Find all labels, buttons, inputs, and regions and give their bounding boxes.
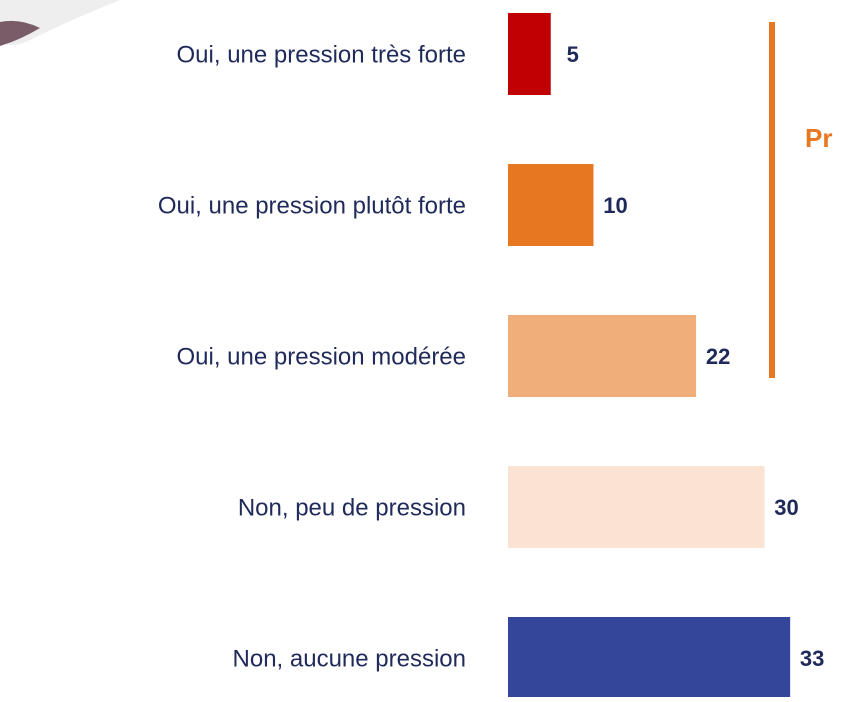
decoration-swoosh — [0, 20, 40, 46]
bar — [508, 617, 791, 699]
value-label: 33 — [800, 646, 824, 671]
value-label: 5 — [567, 42, 579, 67]
category-label: Non, aucune pression — [233, 645, 466, 672]
category-label: Oui, une pression plutôt forte — [158, 192, 466, 219]
bar — [508, 13, 551, 95]
category-label: Oui, une pression très forte — [177, 41, 466, 68]
value-label: 10 — [603, 193, 627, 218]
bar — [508, 466, 765, 548]
value-label: 30 — [774, 495, 798, 520]
decoration — [0, 0, 120, 45]
category-label: Non, peu de pression — [238, 494, 466, 521]
bar — [508, 164, 594, 246]
bar — [508, 315, 697, 397]
value-label: 22 — [706, 344, 730, 369]
annotation: Pr — [805, 123, 832, 153]
category-label: Oui, une pression modérée — [177, 343, 467, 370]
